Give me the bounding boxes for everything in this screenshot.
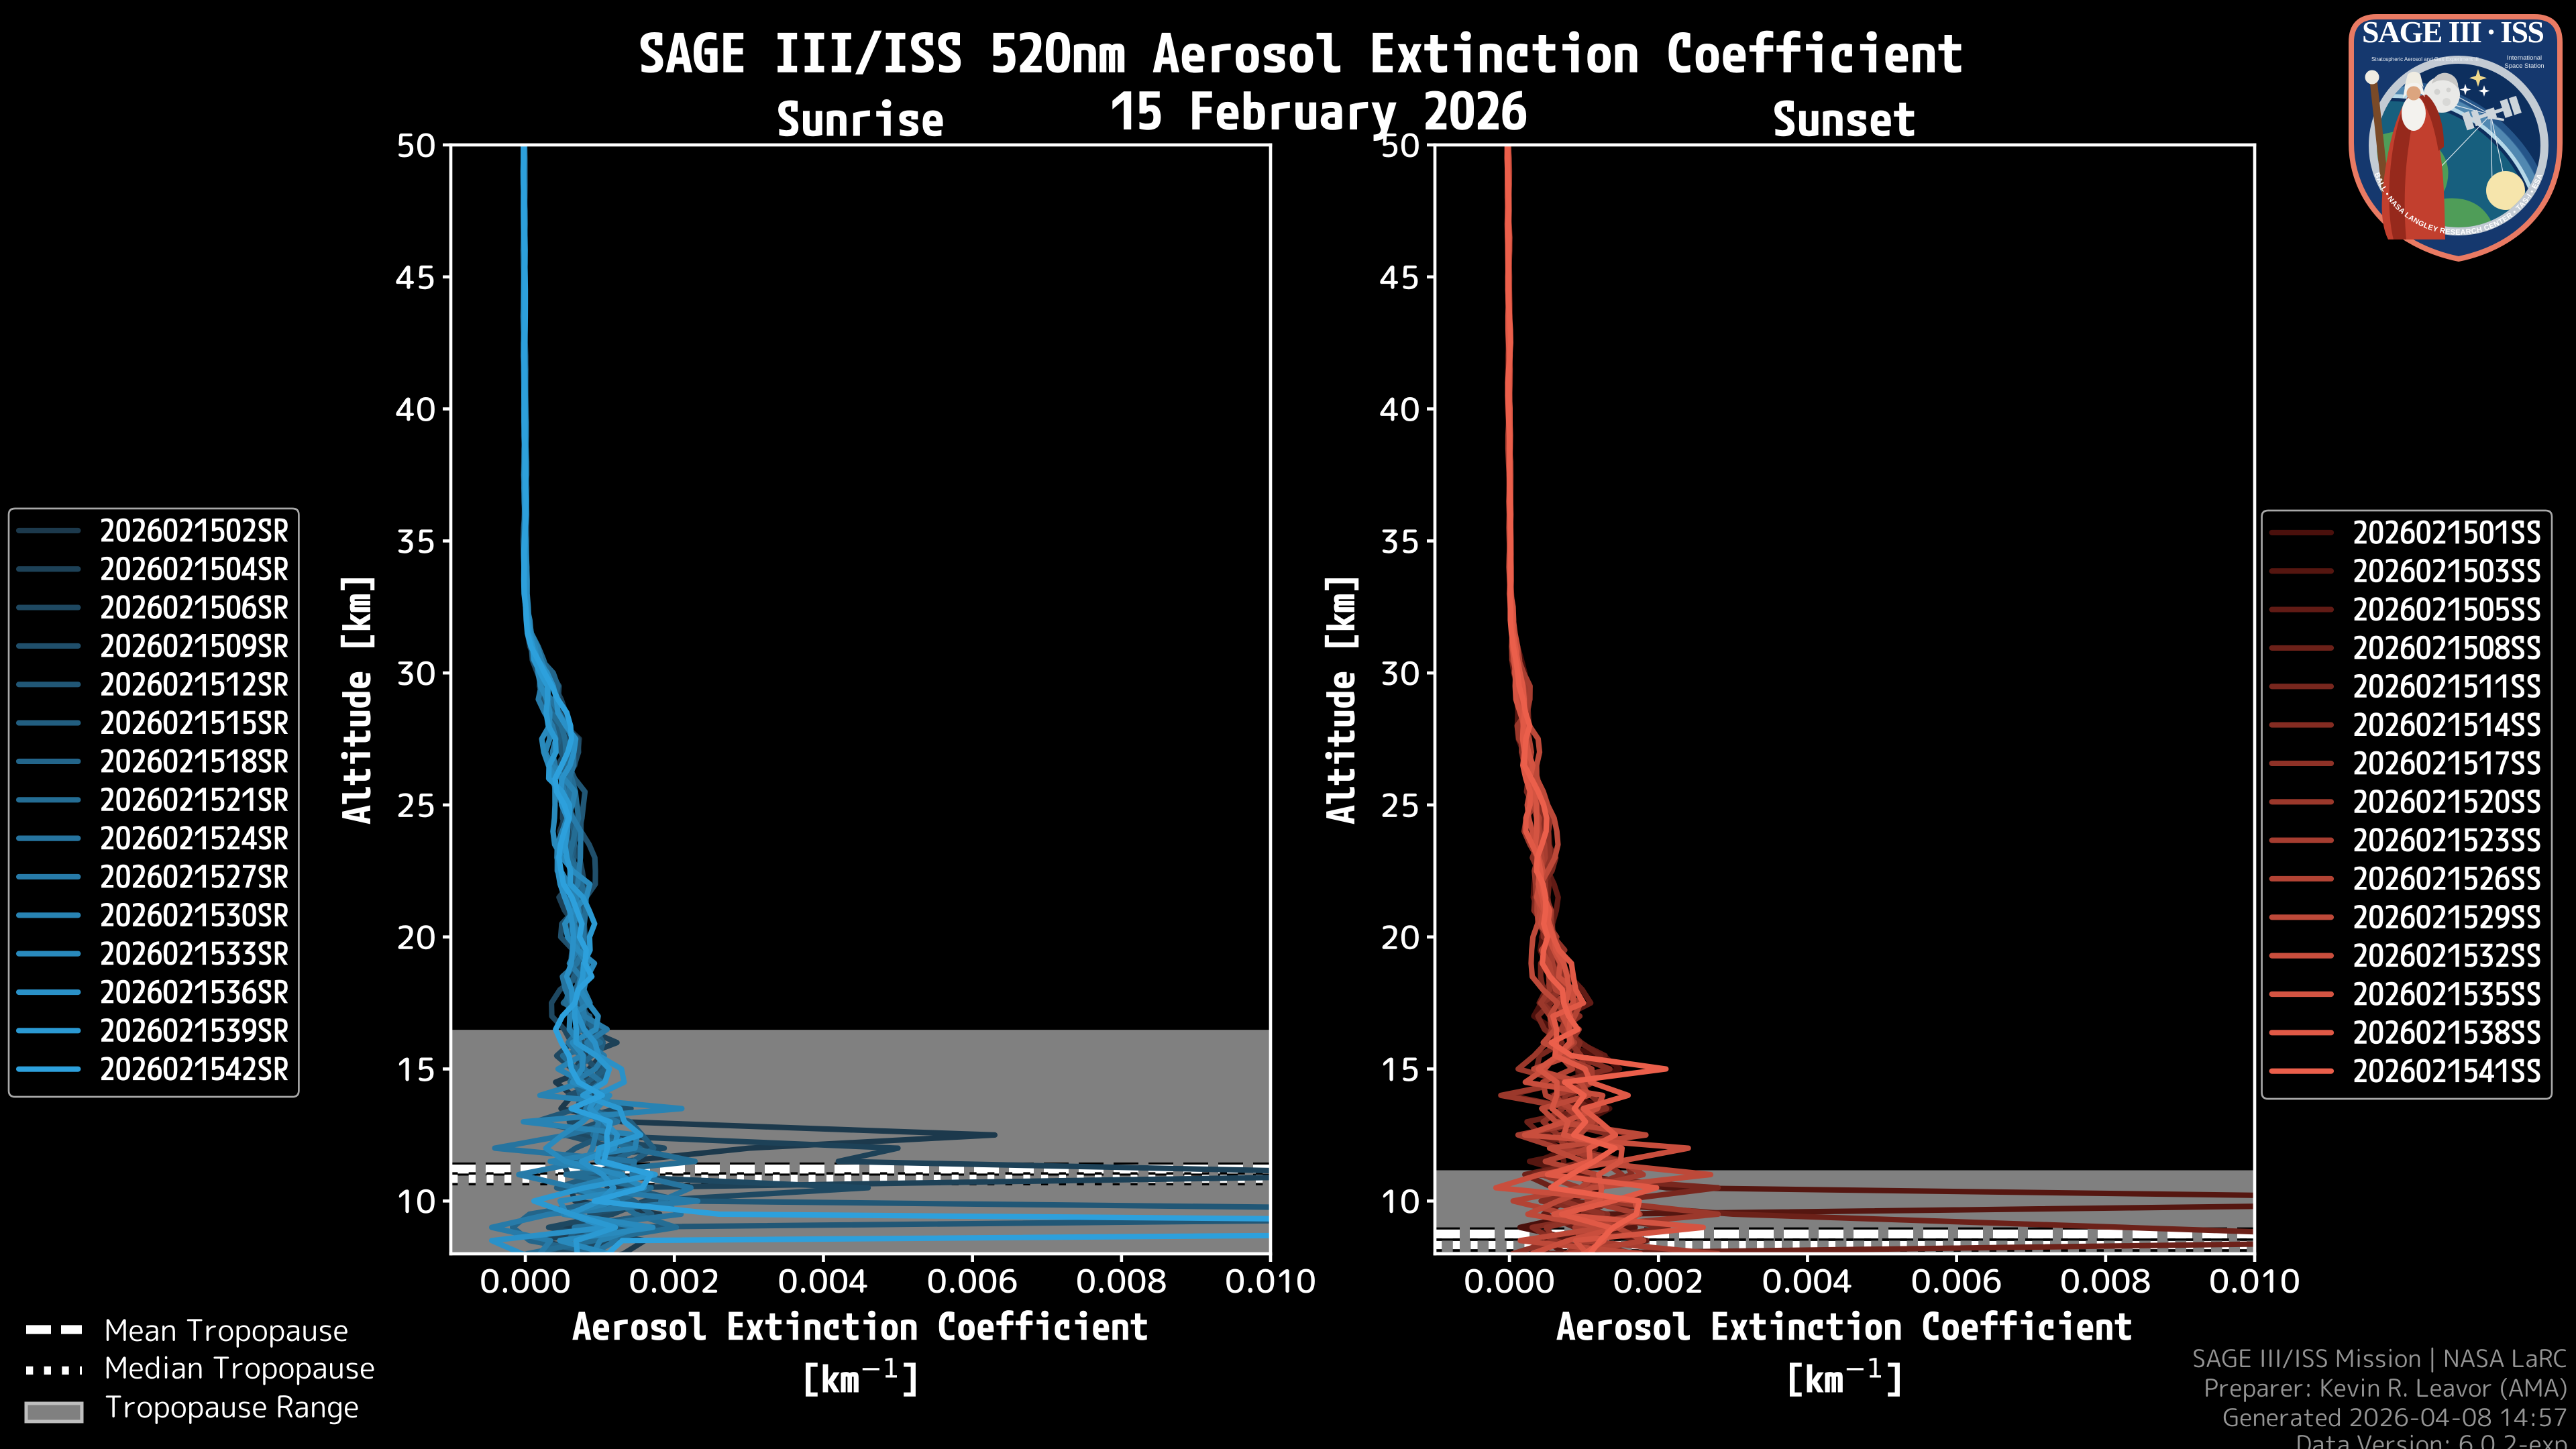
svg-text:Space Station: Space Station bbox=[2504, 62, 2544, 70]
svg-text:SAGE III · ISS: SAGE III · ISS bbox=[2362, 15, 2544, 49]
svg-text:International: International bbox=[2507, 54, 2542, 62]
svg-text:Stratospheric Aerosol and Gas: Stratospheric Aerosol and Gas Experiment… bbox=[2371, 56, 2479, 62]
